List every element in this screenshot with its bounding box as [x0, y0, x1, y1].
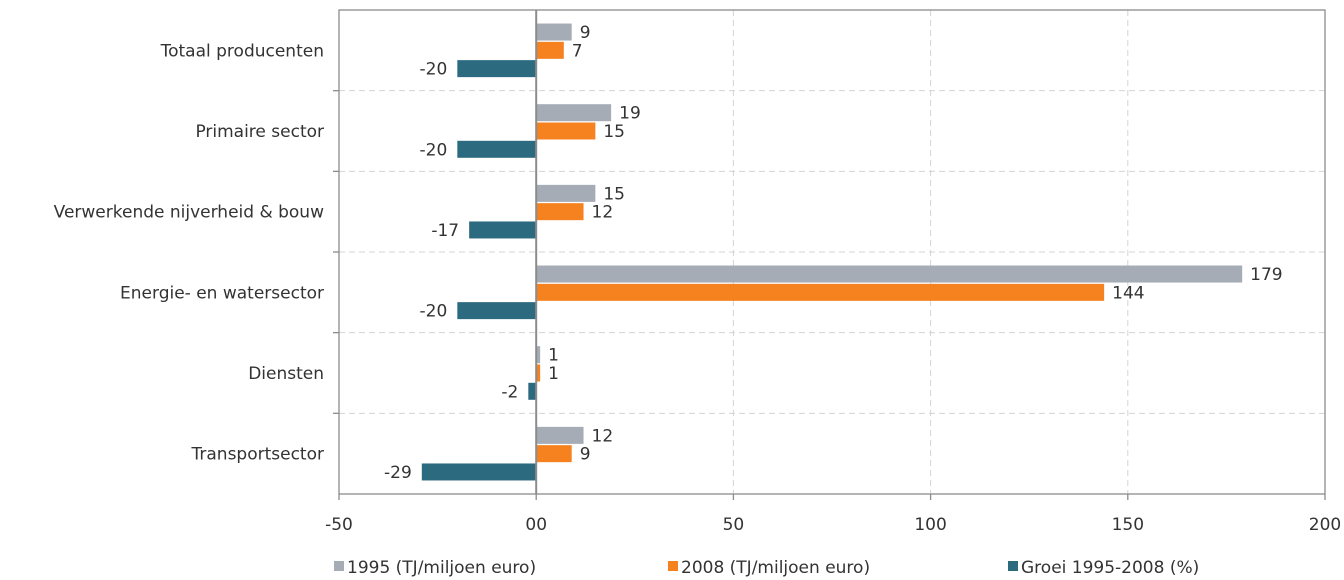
category-label: Transportsector: [191, 445, 325, 465]
data-label: 179: [1250, 265, 1282, 285]
bar: [457, 140, 537, 158]
data-label: 19: [619, 104, 641, 124]
data-label: 1: [548, 364, 559, 384]
category-label: Energie- en watersector: [120, 283, 324, 303]
bar: [457, 302, 537, 320]
bar: [536, 364, 541, 382]
data-label: 12: [592, 426, 614, 446]
data-label: -20: [420, 302, 448, 322]
bar: [536, 265, 1243, 283]
axes: [333, 9, 1326, 500]
bar: [536, 41, 564, 59]
data-label: -2: [501, 382, 518, 402]
data-label: 1: [548, 346, 559, 366]
data-label: 7: [572, 41, 583, 61]
x-tick-label: 00: [525, 515, 547, 535]
bar: [536, 122, 596, 140]
category-label: Primaire sector: [195, 122, 324, 142]
bar: [536, 426, 584, 444]
legend-label: 2008 (TJ/miljoen euro): [681, 558, 870, 578]
data-label: 9: [580, 445, 591, 465]
data-label: -20: [420, 140, 448, 160]
category-label: Verwerkende nijverheid & bouw: [54, 203, 324, 223]
legend-swatch: [334, 561, 344, 571]
bar: [536, 104, 612, 122]
legend-label: Groei 1995-2008 (%): [1021, 558, 1199, 578]
bar: [536, 23, 572, 41]
data-label: 15: [603, 184, 625, 204]
bar: [536, 184, 596, 202]
data-label: 9: [580, 23, 591, 43]
legend: 1995 (TJ/miljoen euro) 2008 (TJ/miljoen e…: [334, 558, 1199, 578]
x-tick-label: 100: [914, 515, 946, 535]
bar: [528, 382, 537, 400]
x-tick-label: 50: [723, 515, 745, 535]
bar: [536, 346, 541, 364]
bar: [536, 283, 1105, 301]
x-tick-label: 150: [1112, 515, 1144, 535]
x-tick-label: -50: [325, 515, 353, 535]
bars: [421, 23, 1243, 481]
category-label: Diensten: [248, 364, 324, 384]
category-label: Totaal producenten: [160, 41, 324, 61]
data-label: 15: [603, 122, 625, 142]
data-label: -17: [431, 221, 459, 241]
bar: [536, 445, 572, 463]
bar: [536, 203, 584, 221]
x-tick-label: 200: [1309, 515, 1341, 535]
bar: [421, 463, 537, 481]
bar: [457, 60, 537, 78]
bar: [469, 221, 537, 239]
data-label: -20: [420, 60, 448, 80]
legend-swatch: [1008, 561, 1018, 571]
data-label: 12: [592, 203, 614, 223]
data-label: 144: [1112, 283, 1144, 303]
data-label: -29: [384, 463, 412, 483]
grid-lines: [339, 10, 1325, 494]
legend-swatch: [668, 561, 678, 571]
legend-label: 1995 (TJ/miljoen euro): [347, 558, 536, 578]
